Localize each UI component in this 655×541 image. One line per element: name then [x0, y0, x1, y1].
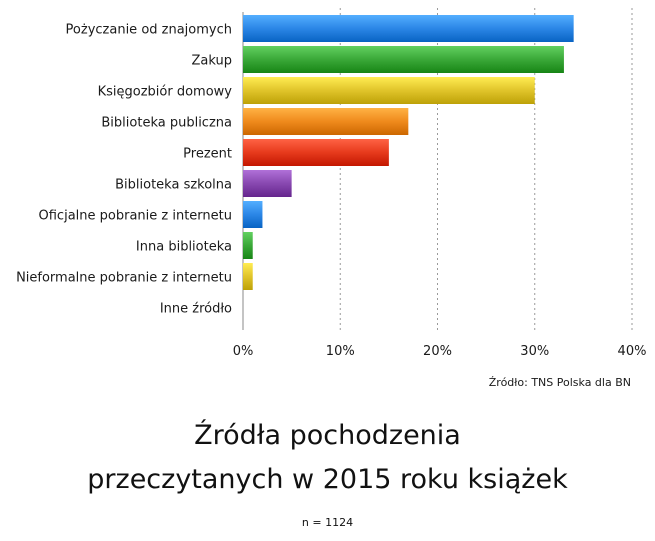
category-label: Inna biblioteka	[136, 240, 232, 255]
category-label: Pożyczanie od znajomych	[66, 23, 232, 38]
x-tick-label: 20%	[423, 344, 452, 359]
source-note: Źródło: TNS Polska dla BN	[488, 376, 631, 389]
x-tick-labels: 0% 10% 20% 30% 40%	[233, 344, 647, 359]
category-label: Inne źródło	[160, 302, 232, 317]
category-label: Biblioteka publiczna	[101, 116, 232, 131]
bar	[243, 15, 574, 42]
bar	[243, 201, 263, 228]
bar	[243, 170, 292, 197]
x-tick-label: 10%	[326, 344, 355, 359]
x-tick-label: 40%	[618, 344, 647, 359]
x-tick-label: 0%	[233, 344, 254, 359]
category-label: Prezent	[183, 147, 232, 162]
x-tick-label: 30%	[520, 344, 549, 359]
bar	[243, 77, 535, 104]
bar	[243, 108, 409, 135]
category-labels: Pożyczanie od znajomych Zakup Księgozbiór …	[16, 23, 232, 317]
sample-size-note: n = 1124	[301, 516, 354, 529]
bar	[243, 263, 253, 290]
bar	[243, 232, 253, 259]
bar-chart: Pożyczanie od znajomych Zakup Księgozbiór …	[16, 8, 647, 359]
chart-title-line-1: Źródła pochodzenia	[194, 420, 461, 451]
bars	[243, 15, 574, 290]
bar	[243, 46, 564, 73]
category-label: Nieformalne pobranie z internetu	[16, 271, 232, 286]
category-label: Księgozbiór domowy	[98, 85, 233, 100]
grid-lines	[339, 8, 633, 332]
chart-title-line-2: przeczytanych w 2015 roku książek	[87, 464, 568, 495]
category-label: Zakup	[192, 54, 233, 69]
category-label: Biblioteka szkolna	[115, 178, 232, 193]
category-label: Oficjalne pobranie z internetu	[39, 209, 232, 224]
bar	[243, 139, 389, 166]
